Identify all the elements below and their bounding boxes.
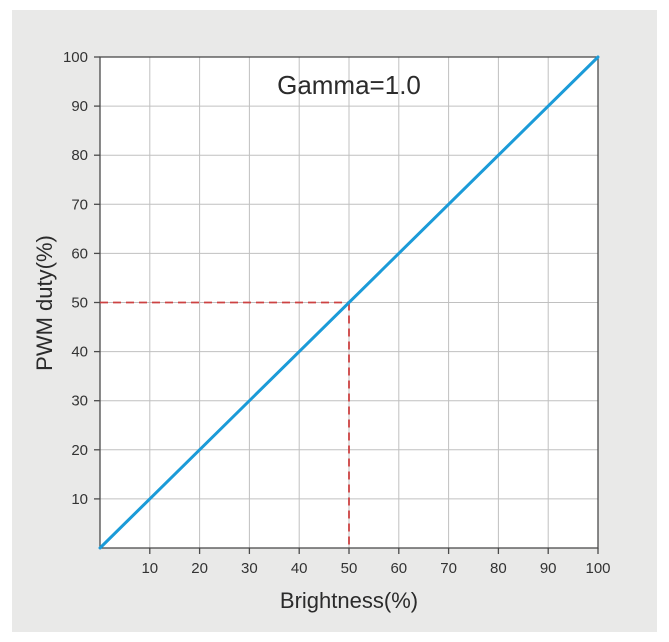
svg-text:80: 80 [490, 560, 507, 577]
svg-text:50: 50 [71, 295, 88, 312]
svg-text:30: 30 [241, 560, 258, 577]
data-series-line [98, 55, 600, 550]
svg-text:90: 90 [540, 560, 557, 577]
tick-labels: 10 20 30 40 50 60 70 80 90 100 10 20 30 40 50 60 70 80 90 1… [63, 49, 611, 577]
svg-text:40: 40 [291, 560, 308, 577]
svg-text:10: 10 [71, 491, 88, 508]
y-axis-label: PWM duty(%) [32, 235, 57, 371]
svg-text:10: 10 [141, 560, 158, 577]
x-axis-label: Brightness(%) [280, 588, 418, 613]
svg-text:30: 30 [71, 393, 88, 410]
svg-text:40: 40 [71, 344, 88, 361]
svg-text:90: 90 [71, 98, 88, 115]
svg-text:60: 60 [390, 560, 407, 577]
svg-text:20: 20 [191, 560, 208, 577]
svg-text:100: 100 [585, 560, 610, 577]
svg-text:20: 20 [71, 442, 88, 459]
svg-text:100: 100 [63, 49, 88, 66]
dashed-guide-lines [100, 301, 350, 548]
svg-text:50: 50 [341, 560, 358, 577]
svg-text:80: 80 [71, 147, 88, 164]
svg-text:70: 70 [71, 196, 88, 213]
svg-text:70: 70 [440, 560, 457, 577]
svg-text:60: 60 [71, 245, 88, 262]
chart-title: Gamma=1.0 [277, 70, 421, 100]
